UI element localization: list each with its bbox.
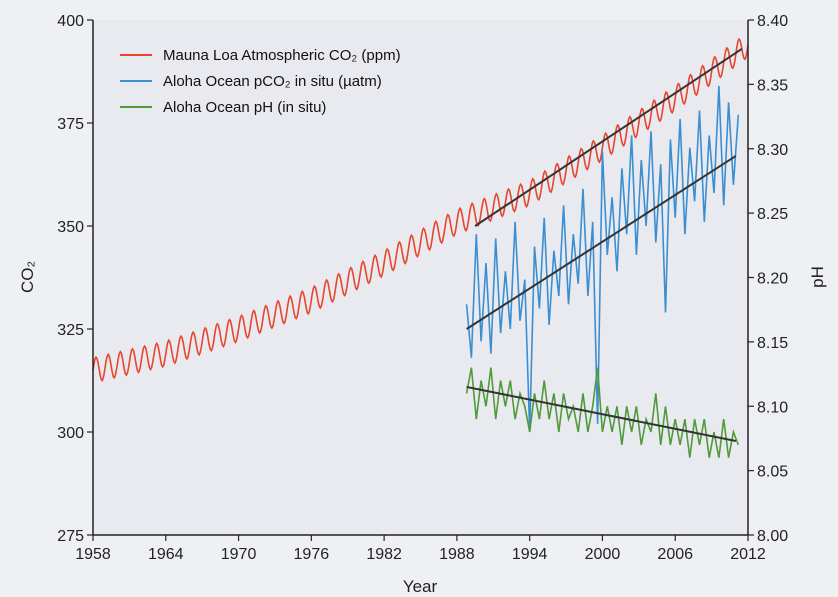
legend: Mauna Loa Atmospheric CO₂ (ppm) Aloha Oce… [120,47,401,116]
plot-area [93,20,748,535]
trend-line-3 [466,385,737,442]
trend-line-2 [466,155,737,330]
legend-label-2: Aloha Ocean pCO₂ in situ (µatm) [163,73,382,90]
axes-layer: 1958 1964 1970 1976 1982 1988 1994 2000 2006 2012… [57,13,788,563]
x-axis-title: Year [403,577,438,596]
x-tick-label: 2012 [730,546,766,563]
y-axis-title-left: CO₂ [18,261,37,293]
y-right-tick-label: 8.40 [757,13,788,30]
y-right-tick-label: 8.10 [757,399,788,416]
y-axis-title-right: pH [808,266,827,288]
y-left-tick-label: 325 [57,322,84,339]
x-tick-label: 1988 [439,546,475,563]
y-left-tick-label: 275 [57,528,84,545]
y-left-tick-label: 300 [57,425,84,442]
y-right-tick-label: 8.25 [757,206,788,223]
x-tick-label: 2006 [657,546,693,563]
legend-label-1: Mauna Loa Atmospheric CO₂ (ppm) [163,47,401,64]
x-tick-label: 1982 [366,546,402,563]
series-line-1 [92,37,749,383]
y-left-tick-label: 375 [57,116,84,133]
y-right-tick-label: 8.15 [757,335,788,352]
y-left-tick-label: 400 [57,13,84,30]
y-right-tick-label: 8.00 [757,528,788,545]
y-left-tick-label: 350 [57,219,84,236]
y-right-tick-label: 8.05 [757,464,788,481]
y-right-tick-label: 8.30 [757,142,788,159]
x-tick-label: 1970 [221,546,257,563]
y-right-tick-label: 8.35 [757,77,788,94]
x-tick-label: 1958 [75,546,111,563]
x-tick-label: 1994 [512,546,548,563]
x-tick-label: 2000 [585,546,621,563]
trend-layer [466,48,743,442]
trend-line-1 [474,48,743,227]
x-tick-label: 1976 [294,546,330,563]
x-tick-label: 1964 [148,546,184,563]
legend-label-3: Aloha Ocean pH (in situ) [163,99,326,116]
y-right-tick-label: 8.20 [757,271,788,288]
